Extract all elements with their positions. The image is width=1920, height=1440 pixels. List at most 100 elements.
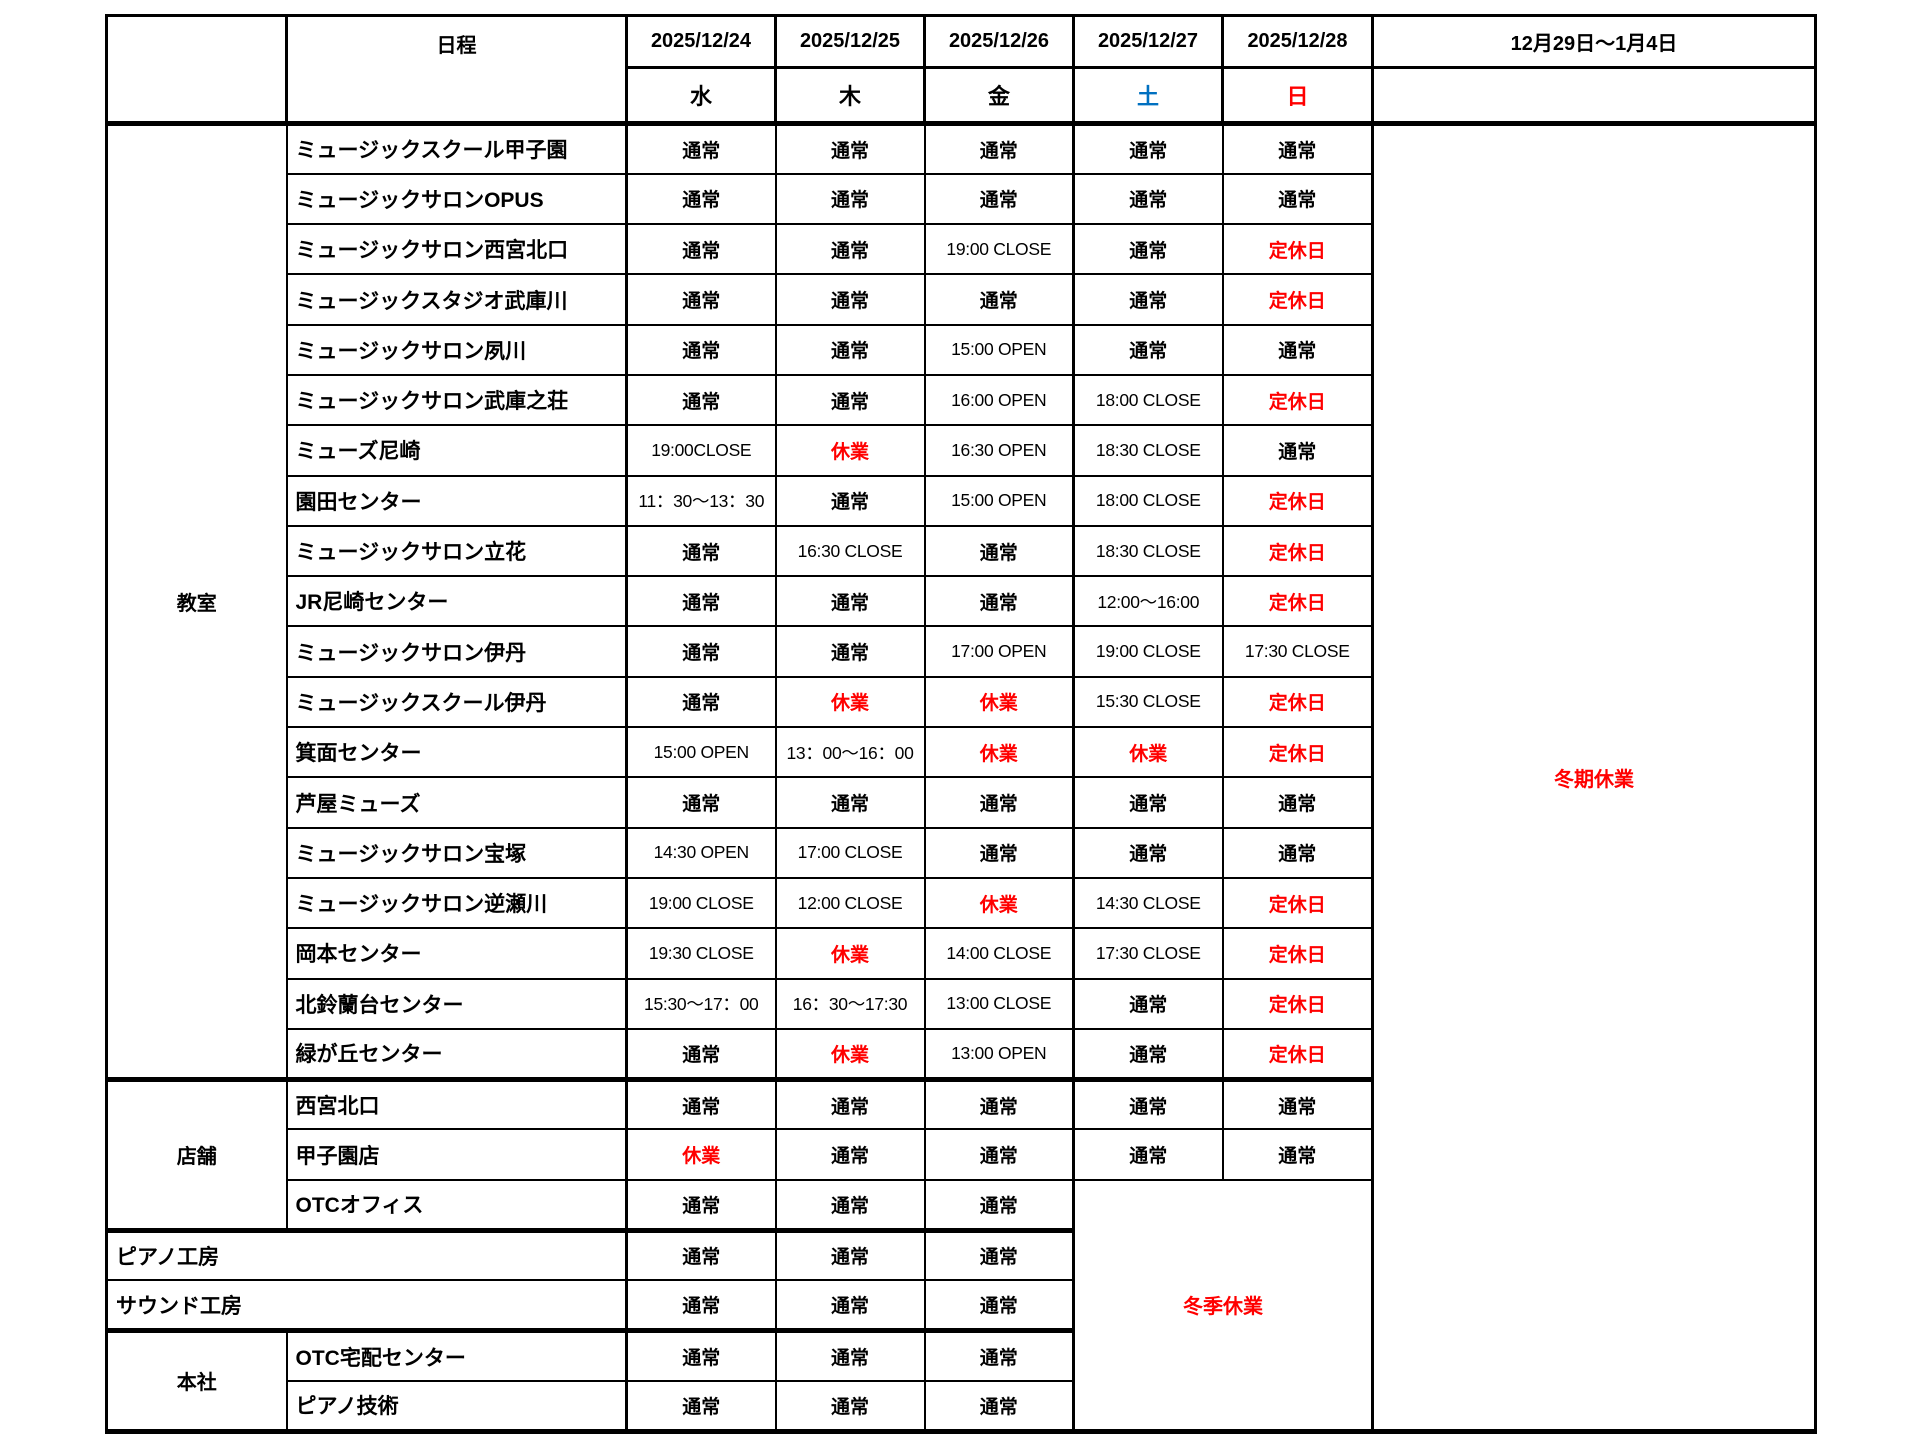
day-header-cell: 水 xyxy=(625,66,777,126)
status-cell: 19:00CLOSE xyxy=(625,424,777,477)
status-cell: 休業 xyxy=(923,876,1075,930)
status-cell: 16:00 OPEN xyxy=(923,373,1075,427)
status-cell: 休業 xyxy=(774,1027,926,1082)
status-cell: 15:30～17：00 xyxy=(625,977,777,1030)
status-cell: 休業 xyxy=(923,726,1075,779)
status-cell: 通常 xyxy=(1221,122,1374,175)
status-cell: 通常 xyxy=(625,675,777,729)
status-cell: 通常 xyxy=(625,1379,777,1434)
status-cell: 12:00～16:00 xyxy=(1072,575,1224,628)
status-cell: 19:30 CLOSE xyxy=(625,927,777,980)
schedule-label-cell: 日程 xyxy=(285,14,628,126)
facility-name-cell: OTCオフィス xyxy=(285,1178,628,1233)
status-cell: 14:30 OPEN xyxy=(625,826,777,879)
status-cell: 通常 xyxy=(625,223,777,276)
status-cell: 通常 xyxy=(1072,1078,1224,1131)
status-cell: 休業 xyxy=(774,927,926,980)
table-row: 箕面センター 15:00 OPEN 13：00～16：00 休業 休業 定休日 xyxy=(107,726,1816,779)
date-header-cell: 2025/12/24 xyxy=(625,14,777,69)
group-label-cell: 本社 xyxy=(105,1329,288,1434)
status-cell: 16:30 CLOSE xyxy=(774,524,926,578)
status-cell: 通常 xyxy=(923,273,1075,326)
facility-name-cell: ミュージックサロン夙川 xyxy=(285,323,628,376)
status-cell: 通常 xyxy=(774,1178,926,1233)
schedule-table: 日程 2025/12/24 2025/12/25 2025/12/26 2025… xyxy=(105,14,1817,1434)
status-cell: 定休日 xyxy=(1221,524,1374,578)
table-row: ミュージックサロンOPUS 通常 通常 通常 通常 通常 xyxy=(107,172,1816,226)
status-cell: 通常 xyxy=(625,524,777,578)
status-cell: 15:00 OPEN xyxy=(625,726,777,779)
table-row: 本社 OTC宅配センター 通常 通常 通常 xyxy=(105,1329,1816,1434)
status-cell: 通常 xyxy=(774,776,926,829)
status-cell: 定休日 xyxy=(1221,273,1374,326)
status-cell: 17:00 CLOSE xyxy=(774,826,926,879)
facility-name-cell: 芦屋ミューズ xyxy=(285,776,628,829)
status-cell: 通常 xyxy=(1072,826,1224,879)
status-cell: 通常 xyxy=(774,172,926,226)
status-cell: 通常 xyxy=(923,1279,1075,1334)
status-cell: 通常 xyxy=(625,625,777,678)
status-cell: 通常 xyxy=(1221,776,1374,829)
status-cell: 通常 xyxy=(923,524,1075,578)
table-row: ピアノ工房 通常 通常 通常 xyxy=(105,1229,1816,1282)
status-cell: 通常 xyxy=(1221,424,1374,477)
status-cell: 11：30～13：30 xyxy=(625,474,777,527)
status-cell: 15:00 OPEN xyxy=(923,323,1075,376)
corner-cell xyxy=(105,14,288,126)
period-subheader-cell xyxy=(1371,66,1817,126)
table-row: 芦屋ミューズ 通常 通常 通常 通常 通常 xyxy=(107,776,1816,829)
status-cell: 19:00 CLOSE xyxy=(923,223,1075,276)
status-cell: 通常 xyxy=(923,1078,1075,1131)
status-cell: 通常 xyxy=(774,1229,926,1282)
status-cell: 通常 xyxy=(1221,826,1374,879)
facility-name-cell: 園田センター xyxy=(285,474,628,527)
date-header-cell: 2025/12/28 xyxy=(1221,14,1374,69)
status-cell: 定休日 xyxy=(1221,373,1374,427)
period-header-cell: 12月29日～1月4日 xyxy=(1371,14,1817,69)
status-cell: 通常 xyxy=(774,323,926,376)
facility-name-cell: ミュージックサロン西宮北口 xyxy=(285,223,628,276)
status-cell: 通常 xyxy=(923,122,1075,175)
status-cell: 通常 xyxy=(1221,1078,1374,1131)
status-cell: 定休日 xyxy=(1221,575,1374,628)
status-cell: 定休日 xyxy=(1221,927,1374,980)
status-cell: 18:30 CLOSE xyxy=(1072,424,1224,477)
status-cell: 休業 xyxy=(923,675,1075,729)
status-cell: 通常 xyxy=(625,575,777,628)
table-row: 甲子園店 休業 通常 通常 通常 通常 xyxy=(107,1128,1816,1181)
status-cell: 通常 xyxy=(923,1229,1075,1282)
winter-closure-cell: 冬季休業 xyxy=(1072,1178,1374,1434)
status-cell: 17:30 CLOSE xyxy=(1221,625,1374,678)
status-cell: 休業 xyxy=(774,675,926,729)
table-row: ピアノ技術 通常 通常 通常 xyxy=(107,1379,1816,1434)
status-cell: 定休日 xyxy=(1221,876,1374,930)
status-cell: 14:30 CLOSE xyxy=(1072,876,1224,930)
date-header-cell: 2025/12/26 xyxy=(923,14,1075,69)
status-cell: 通常 xyxy=(774,625,926,678)
date-header-cell: 2025/12/25 xyxy=(774,14,926,69)
status-cell: 通常 xyxy=(625,172,777,226)
status-cell: 通常 xyxy=(625,373,777,427)
facility-name-cell: ミュージックスクール甲子園 xyxy=(285,122,628,175)
facility-name-cell: ミュージックサロン逆瀬川 xyxy=(285,876,628,930)
status-cell: 通常 xyxy=(1072,122,1224,175)
status-cell: 通常 xyxy=(774,1379,926,1434)
table-row: ミュージックサロン立花 通常 16:30 CLOSE 通常 18:30 CLOSE 定休日 xyxy=(107,524,1816,578)
status-cell: 通常 xyxy=(625,323,777,376)
status-cell: 通常 xyxy=(625,1279,777,1334)
status-cell: 17:30 CLOSE xyxy=(1072,927,1224,980)
table-row: ミュージックスクール伊丹 通常 休業 休業 15:30 CLOSE 定休日 xyxy=(107,675,1816,729)
facility-name-cell: 甲子園店 xyxy=(285,1128,628,1181)
group-label-cell: 教室 xyxy=(105,122,288,1082)
status-cell: 通常 xyxy=(774,273,926,326)
status-cell: 19:00 CLOSE xyxy=(1072,625,1224,678)
table-row: サウンド工房 通常 通常 通常 xyxy=(105,1279,1816,1334)
facility-name-cell: ピアノ工房 xyxy=(105,1229,628,1282)
status-cell: 通常 xyxy=(1072,172,1224,226)
table-row: 教室 ミュージックスクール甲子園 通常 通常 通常 通常 通常 冬期休業 xyxy=(105,122,1817,1434)
table-row: OTCオフィス 通常 通常 通常 冬季休業 xyxy=(107,1178,1816,1434)
status-cell: 通常 xyxy=(774,575,926,628)
table-row: ミュージックサロン伊丹 通常 通常 17:00 OPEN 19:00 CLOSE 17:3… xyxy=(107,625,1816,678)
facility-name-cell: 箕面センター xyxy=(285,726,628,779)
status-cell: 通常 xyxy=(625,776,777,829)
